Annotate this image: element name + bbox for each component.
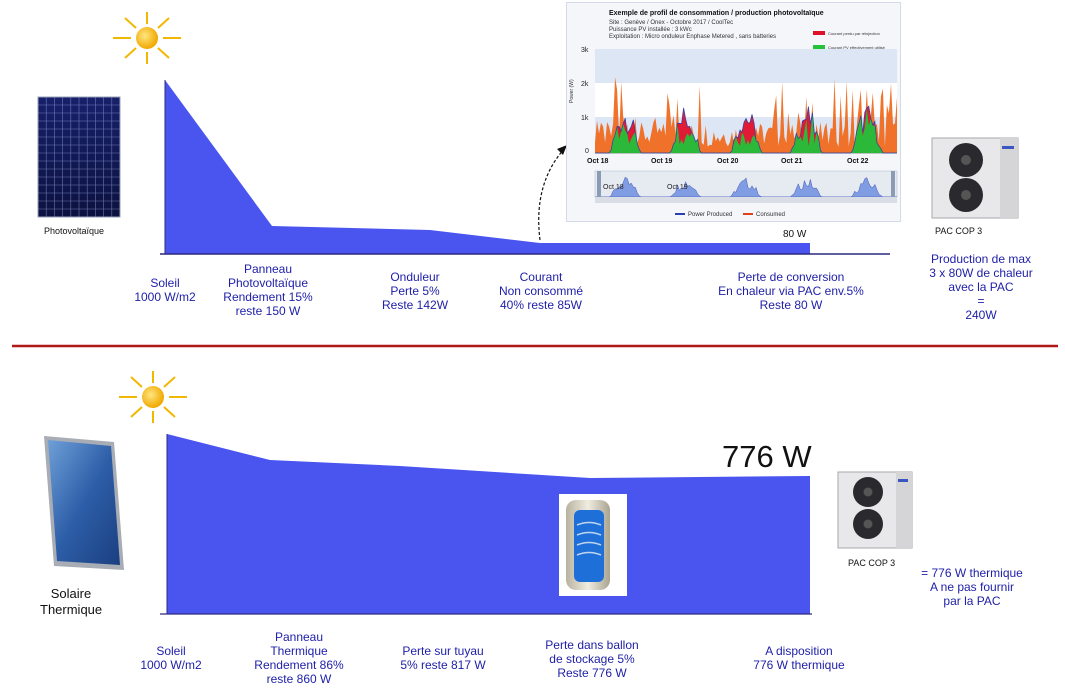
heat-pump-icon-thermal	[837, 471, 913, 549]
power-produced-line	[595, 105, 897, 154]
pv-end-value: 80 W	[783, 229, 807, 240]
thermal-pac-label: PAC COP 3	[848, 558, 896, 568]
pv-stage-courant: Courant Non consommé 40% reste 85W	[498, 270, 584, 312]
th-stage-ballon: Perte dans ballon de stockage 5% Reste 776…	[545, 638, 639, 680]
reinjection-area	[595, 106, 897, 153]
legend-label-0: Courant perdu par réinjection	[828, 31, 880, 36]
legend-label-1: Courant PV effectivement utilisé	[828, 45, 886, 50]
storage-tank-icon	[559, 494, 627, 596]
nav-tick-1: Oct 19	[667, 184, 688, 191]
pv-used-area	[595, 108, 897, 153]
nav-tick-0: Oct 18	[603, 184, 624, 191]
ytick-1: 2k	[581, 81, 589, 88]
th-stage-disposition: A disposition 776 W thermique	[753, 644, 845, 672]
ytick-2: 1k	[581, 115, 589, 122]
inset-info-2: Exploitation : Micro onduleur Enphase Me…	[609, 34, 776, 40]
ytick-0: 3k	[581, 47, 589, 54]
pv-stage-panneau: Panneau Photovoltaïque Rendement 15% reste …	[223, 262, 313, 318]
consumption-profile-inset: Exemple de profil de consommation / prod…	[566, 2, 901, 222]
thermal-big-value: 776 W	[722, 439, 812, 474]
pv-pac-label: PAC COP 3	[935, 226, 983, 236]
navigator-handle-right[interactable]	[891, 171, 895, 197]
ytick-3: 0	[585, 148, 589, 155]
thermal-energy-area	[167, 434, 810, 614]
pv-energy-area	[165, 80, 810, 254]
inset-title: Exemple de profil de consommation / prod…	[609, 10, 824, 17]
heat-pump-icon	[931, 137, 1019, 219]
th-stage-soleil: Soleil 1000 W/m2	[140, 644, 202, 672]
pv-stage-conversion: Perte de conversion En chaleur via PAC en…	[718, 270, 864, 312]
th-note: = 776 W thermique A ne pas fournir par la …	[921, 566, 1023, 608]
xtick-1: Oct 19	[651, 158, 673, 165]
xtick-2: Oct 20	[717, 158, 739, 165]
arrow-to-inset	[538, 147, 566, 241]
inset-ylabel: Power (W)	[569, 79, 575, 103]
pv-stage-soleil: Soleil 1000 W/m2	[134, 276, 196, 304]
thermal-panel-label: Solaire Thermique	[40, 586, 103, 617]
th-stage-tuyau: Perte sur tuyau 5% reste 817 W	[400, 644, 486, 672]
xtick-4: Oct 22	[847, 158, 869, 165]
bottom-legend-1: Consumed	[756, 212, 785, 218]
consumption-area	[595, 77, 897, 153]
inset-info-0: Site : Genève / Onex - Octobre 2017 / Co…	[609, 20, 733, 26]
bottom-legend-0: Power Produced	[688, 212, 732, 218]
legend-swatch-0	[813, 31, 825, 35]
th-stage-panneau: Panneau Thermique Rendement 86% reste 860 W	[254, 630, 344, 686]
inset-info-1: Puissance PV installée : 3 kWc	[609, 27, 692, 33]
sun-icon-thermal	[119, 371, 187, 423]
pv-production-note: Production de max 3 x 80W de chaleur avec …	[929, 252, 1033, 322]
navigator-handle-left[interactable]	[597, 171, 601, 197]
solar-panel-icon	[37, 96, 121, 218]
xtick-3: Oct 21	[781, 158, 803, 165]
pv-stage-onduleur: Onduleur Perte 5% Reste 142W	[381, 270, 449, 312]
thermal-collector-icon	[44, 436, 124, 570]
xtick-0: Oct 18	[587, 158, 609, 165]
pv-panel-label: Photovoltaïque	[44, 226, 105, 236]
legend-swatch-1	[813, 45, 825, 49]
sun-icon	[113, 12, 181, 64]
